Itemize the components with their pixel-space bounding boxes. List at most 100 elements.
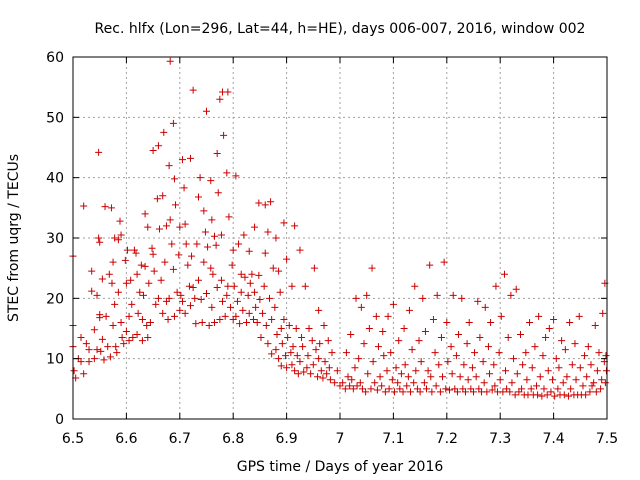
data-point: [415, 337, 423, 345]
data-point: [88, 287, 96, 295]
data-point: [436, 388, 444, 396]
data-point: [127, 276, 135, 284]
data-point: [188, 252, 196, 260]
x-tick-label: 6.7: [169, 431, 191, 447]
data-point: [506, 388, 514, 396]
data-point: [353, 382, 361, 390]
data-point: [251, 223, 259, 231]
data-point: [385, 385, 393, 393]
data-point: [117, 318, 125, 326]
data-point: [138, 337, 146, 345]
data-point: [401, 361, 409, 369]
data-point: [177, 291, 185, 299]
data-point: [156, 225, 164, 233]
data-point: [455, 331, 463, 339]
y-axis-label: STEC from uqrg / TECUs: [6, 154, 22, 322]
data-point: [196, 174, 204, 182]
data-point: [591, 321, 599, 329]
data-point: [136, 288, 144, 296]
data-point: [161, 258, 169, 266]
data-point: [444, 358, 452, 366]
data-point: [305, 325, 313, 332]
data-point: [105, 270, 113, 278]
data-point: [173, 288, 181, 296]
data-point: [209, 270, 217, 278]
data-point: [428, 388, 436, 396]
data-point: [355, 355, 363, 363]
data-point: [143, 321, 151, 329]
data-point: [159, 192, 167, 200]
data-point: [137, 261, 145, 269]
data-point: [152, 300, 160, 308]
data-point: [257, 334, 265, 342]
data-point: [543, 391, 551, 399]
data-point: [245, 309, 253, 317]
data-point: [293, 352, 301, 360]
data-point: [268, 350, 276, 358]
data-point: [421, 328, 429, 336]
data-point: [186, 154, 194, 162]
data-point: [316, 340, 324, 348]
data-point: [154, 142, 162, 150]
data-point: [101, 203, 109, 211]
data-point: [118, 334, 126, 342]
data-point: [176, 306, 184, 314]
data-point: [309, 361, 317, 369]
data-point: [275, 355, 283, 363]
data-point: [88, 267, 96, 275]
data-point: [437, 334, 445, 342]
data-point: [175, 251, 183, 259]
data-point: [277, 362, 285, 370]
data-point: [535, 312, 543, 320]
data-point: [245, 247, 253, 255]
data-point: [480, 379, 488, 387]
data-point: [602, 367, 610, 375]
data-point: [458, 294, 466, 302]
data-point: [508, 379, 516, 387]
data-point: [433, 291, 441, 299]
data-point: [121, 256, 129, 264]
data-point: [278, 340, 286, 348]
data-point: [304, 352, 312, 360]
data-point: [205, 321, 213, 329]
data-point: [139, 291, 147, 299]
data-point: [491, 382, 499, 390]
data-point: [403, 382, 411, 390]
data-point: [554, 385, 562, 393]
data-point: [200, 258, 208, 266]
data-point: [590, 379, 598, 387]
data-point: [224, 282, 232, 290]
x-tick-label: 6.5: [62, 431, 84, 447]
data-point: [536, 373, 544, 381]
data-point: [294, 370, 302, 378]
data-point: [476, 334, 484, 342]
data-point: [502, 367, 510, 375]
data-point: [504, 334, 512, 342]
data-point: [296, 246, 304, 254]
axis-ticks: 6.5 6.6 6.7 6.8 6.9 7 7.1 7.2 7.3 7.4 7.5 0 10 20 30 40…: [46, 50, 618, 447]
data-point: [331, 379, 339, 387]
data-point: [216, 315, 224, 323]
data-point: [344, 373, 352, 381]
data-point: [149, 147, 157, 155]
data-point: [96, 314, 104, 322]
data-point: [321, 358, 329, 366]
data-point: [134, 309, 142, 317]
data-point: [384, 312, 392, 320]
x-tick-label: 7.2: [436, 431, 458, 447]
data-point: [319, 374, 327, 382]
data-point: [470, 388, 477, 396]
data-point: [200, 207, 208, 215]
data-point: [229, 246, 237, 254]
data-point: [170, 175, 178, 183]
data-point: [160, 128, 168, 136]
data-point: [97, 347, 105, 355]
data-point: [587, 361, 595, 369]
data-point: [460, 361, 468, 369]
data-point: [358, 385, 366, 393]
data-point: [586, 388, 594, 396]
data-point: [178, 297, 186, 305]
data-point: [180, 184, 188, 192]
data-point: [435, 361, 443, 369]
